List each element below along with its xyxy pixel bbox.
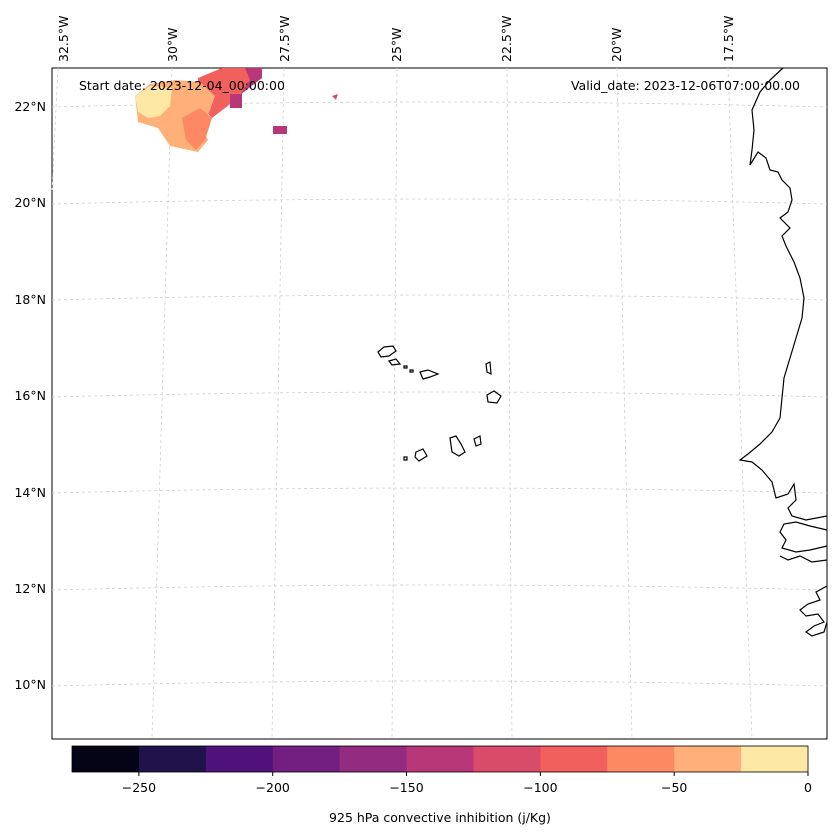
cin-patch-small-3 [332, 94, 338, 100]
colorbar-cell [607, 746, 675, 772]
colorbar-cell [674, 746, 742, 772]
island-sao-nicolau [419, 369, 440, 380]
colorbar-title: 925 hPa convective inhibition (j/Kg) [329, 810, 551, 825]
colorbar-tick-label: −50 [661, 780, 687, 795]
latitude-labels: 22°N 20°N 18°N 16°N 14°N 12°N 10°N [14, 99, 46, 692]
lat-label-18n: 18°N [14, 292, 46, 307]
longitude-labels: 32.5°W 30°W 27.5°W 25°W 22.5°W 20°W 17.5… [56, 16, 736, 62]
island-sal [485, 361, 492, 376]
colorbar-tick-label: −100 [523, 780, 557, 795]
lon-label-22-5w: 22.5°W [499, 16, 514, 62]
lon-label-25w: 25°W [389, 27, 404, 62]
map-frame [51, 67, 828, 740]
lon-label-17-5w: 17.5°W [721, 16, 736, 62]
cin-field [135, 68, 338, 152]
colorbar-cell [741, 746, 809, 772]
africa-coastline [738, 67, 828, 521]
cin-patch-salmon [182, 108, 212, 150]
island-santo-antao [377, 345, 397, 358]
colorbar-cell [473, 746, 541, 772]
island-sao-vicente [387, 358, 402, 366]
lat-label-22n: 22°N [14, 99, 46, 114]
lat-label-10n: 10°N [14, 677, 46, 692]
lon-label-32-5w: 32.5°W [56, 16, 71, 62]
lat-label-20n: 20°N [14, 195, 46, 210]
gambia-coast [779, 521, 828, 553]
cin-patch-small-2 [273, 126, 287, 134]
guinea-coast [799, 585, 828, 637]
colorbar-cell [72, 746, 140, 772]
colorbar-ticks: −250 −200 −150 −100 −50 0 [122, 772, 812, 795]
colorbar-cell [138, 746, 207, 772]
lat-label-16n: 16°N [14, 388, 46, 403]
colorbar-tick-label: −200 [256, 780, 290, 795]
lon-label-30w: 30°W [165, 27, 180, 62]
guinea-bissau-coast [779, 555, 828, 563]
lon-label-27-5w: 27.5°W [277, 16, 292, 62]
lat-label-12n: 12°N [14, 581, 46, 596]
colorbar-cell [205, 746, 274, 772]
colorbar-tick-label: −250 [122, 780, 156, 795]
island-brava [403, 456, 408, 461]
island-maio [473, 435, 482, 447]
cin-patch-small-1 [230, 94, 242, 108]
map-area [51, 67, 828, 740]
colorbar-cell [540, 746, 608, 772]
lon-label-20w: 20°W [609, 27, 624, 62]
cin-patch-yellow [135, 86, 172, 118]
island-fogo [414, 448, 428, 462]
colorbar-tick-label: −150 [389, 780, 423, 795]
colorbar [72, 746, 809, 772]
lat-label-14n: 14°N [14, 485, 46, 500]
colorbar-cell [339, 746, 408, 772]
start-date-label: Start date: 2023-12-04_00:00:00 [79, 78, 285, 93]
colorbar-frame [71, 745, 809, 773]
valid-date-label: Valid_date: 2023-12-06T07:00:00.00 [571, 78, 800, 93]
island-santa-luzia [403, 365, 408, 369]
island-islet [409, 369, 414, 373]
colorbar-cell [272, 746, 341, 772]
island-santiago [449, 435, 466, 457]
colorbar-cell [406, 746, 474, 772]
colorbar-tick-label: 0 [804, 780, 812, 795]
cape-verde-islands [377, 345, 502, 462]
longitude-gridlines [51, 67, 753, 740]
island-boa-vista [486, 390, 502, 404]
